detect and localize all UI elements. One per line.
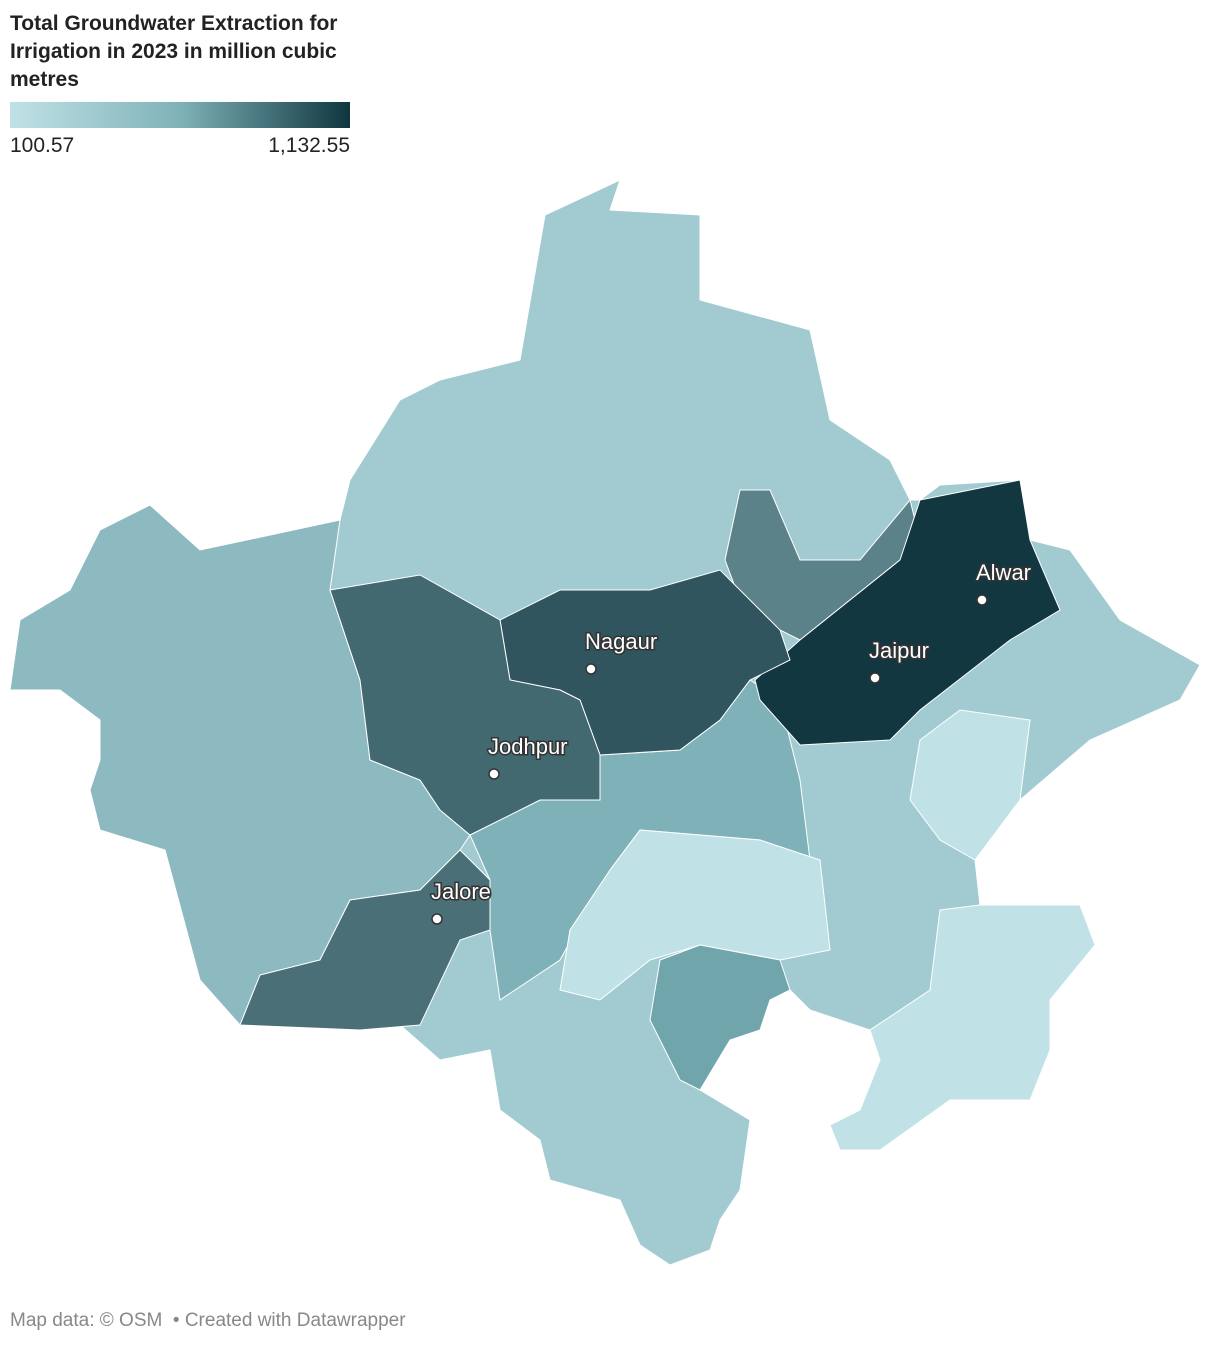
city-label: Jodhpur [488, 734, 568, 759]
footer: Map data: © OSM • Created with Datawrapp… [10, 1310, 406, 1332]
credit: • Created with Datawrapper [172, 1310, 406, 1331]
city-label: Alwar [976, 560, 1031, 585]
city-marker [585, 663, 597, 675]
map: Alwar Nagaur Jaipur Jodhpur Jalore [9, 179, 1201, 1266]
city-marker [431, 913, 443, 925]
district [9, 504, 471, 1026]
city-marker [488, 768, 500, 780]
legend-max-label: 1,132.55 [268, 134, 350, 157]
district [909, 709, 1031, 861]
district [329, 574, 601, 836]
district [829, 904, 1096, 1151]
map-title: Total Groundwater Extraction for Irrigat… [10, 12, 338, 91]
source: Map data: © OSM [10, 1310, 163, 1331]
district [754, 479, 1061, 746]
city-label: Nagaur [585, 629, 657, 654]
city-label: Jalore [431, 879, 491, 904]
legend-min-label: 100.57 [10, 134, 74, 157]
city-marker [869, 672, 881, 684]
legend-bar [10, 102, 350, 128]
legend: 100.57 1,132.55 [10, 102, 350, 157]
city-marker [976, 594, 988, 606]
district [559, 829, 831, 1001]
district [239, 849, 491, 1031]
city-label: Jaipur [869, 638, 929, 663]
district [649, 944, 791, 1091]
